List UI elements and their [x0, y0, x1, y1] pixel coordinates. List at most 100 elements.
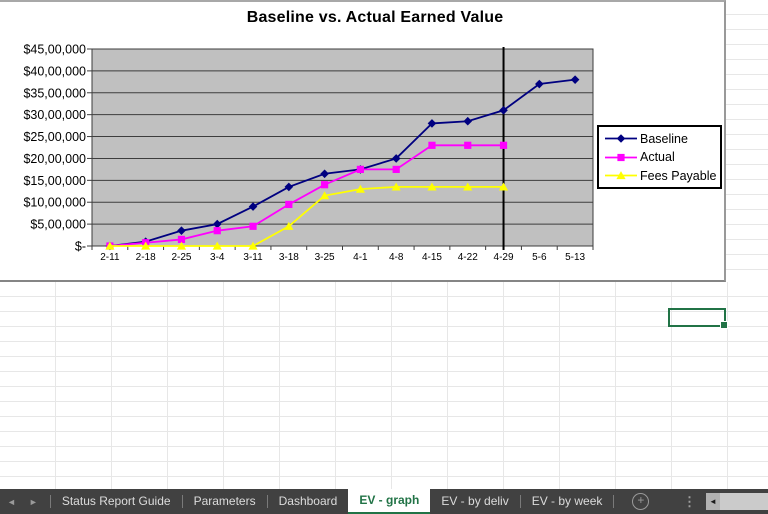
data-point-diamond [284, 182, 294, 192]
spreadsheet-grid-right[interactable] [726, 0, 768, 283]
x-axis-label: 3-25 [315, 252, 335, 263]
data-point-diamond [499, 105, 508, 115]
tab-overflow-menu-icon[interactable]: ⋮ [683, 493, 696, 509]
y-axis-label: $5,00,000 [30, 218, 86, 232]
series-line [109, 144, 504, 247]
scrollbar-track[interactable] [720, 493, 768, 510]
y-axis-label: $45,00,000 [23, 43, 86, 57]
data-point-square [617, 153, 625, 161]
data-point-square [499, 141, 508, 149]
x-axis-label: 3-11 [243, 252, 263, 263]
legend-marker-icon [605, 134, 637, 143]
data-point-diamond [391, 154, 401, 163]
legend-label: Actual [640, 150, 675, 164]
legend-entry-fees-payable: Fees Payable [605, 169, 720, 183]
tab-separator [519, 495, 521, 508]
data-point-square [428, 141, 436, 149]
legend-entry-actual: Actual [605, 150, 720, 164]
x-axis-label: 3-18 [279, 252, 299, 263]
series-line [109, 185, 504, 247]
chart-legend[interactable]: Baseline Actual Fees Payable [597, 125, 722, 189]
series-line [109, 78, 576, 247]
y-axis-label: $20,00,000 [23, 152, 86, 166]
tab-strip: Status Report Guide Parameters Dashboard EV… [49, 489, 615, 514]
tab-separator [266, 495, 268, 508]
x-axis-label: 4-1 [353, 252, 368, 263]
scroll-left-icon: ◄ [709, 497, 717, 506]
data-point-triangle [498, 182, 509, 191]
sheet-tab-dashboard[interactable]: Dashboard [278, 494, 338, 508]
chart-title: Baseline vs. Actual Earned Value [246, 9, 504, 26]
sheet-nav-arrows: ◄ ► [0, 489, 50, 514]
data-point-square [249, 222, 257, 230]
x-axis-label: 4-22 [458, 252, 478, 263]
x-axis-label: 2-11 [100, 252, 120, 263]
data-point-diamond [212, 219, 222, 229]
y-axis-label: $35,00,000 [23, 86, 86, 100]
data-point-diamond [177, 226, 186, 235]
sheet-tab-ev-by-deliv[interactable]: EV - by deliv [441, 494, 509, 508]
legend-label: Fees Payable [640, 168, 717, 183]
plot-area [91, 48, 594, 247]
data-point-square [177, 235, 186, 244]
spreadsheet-grid-below-chart[interactable] [0, 282, 768, 489]
scroll-left-button[interactable]: ◄ [706, 493, 720, 510]
selected-cell[interactable] [668, 308, 728, 329]
chart-canvas: $- $5,00,000 $10,00,000 $15,00,000 $20,00,00… [23, 43, 594, 263]
new-sheet-button[interactable]: + [632, 493, 650, 510]
sheet-tab-ev-by-week[interactable]: EV - by week [531, 494, 603, 508]
series-fees-payable [105, 182, 509, 250]
sheet-tab-bar: ◄ ► Status Report Guide Parameters Dashboa… [0, 489, 768, 514]
data-point-diamond [535, 79, 544, 89]
data-point-square [213, 227, 221, 235]
plus-icon: + [637, 493, 645, 507]
x-axis-label: 4-15 [422, 252, 442, 263]
sheet-nav-right-icon[interactable]: ► [28, 496, 38, 507]
data-point-triangle [391, 182, 401, 191]
sheet-tab-status-report-guide[interactable]: Status Report Guide [61, 494, 171, 508]
legend-marker-icon [605, 171, 637, 180]
data-point-square [356, 165, 364, 173]
y-axis-label: $15,00,000 [23, 174, 86, 188]
data-point-triangle [284, 221, 294, 230]
x-axis-label: 5-6 [532, 252, 547, 263]
data-point-square [321, 181, 329, 189]
data-point-square [285, 200, 293, 209]
data-point-triangle [248, 241, 258, 250]
data-point-triangle [427, 182, 437, 191]
x-axis-label: 2-18 [136, 252, 156, 263]
chart-object[interactable]: Baseline vs. Actual Earned Value $- $5,00… [0, 0, 726, 282]
tab-separator [613, 495, 615, 508]
y-axis-label: $- [75, 240, 86, 254]
legend-entry-baseline: Baseline [605, 132, 720, 146]
sheet-nav-left-icon[interactable]: ◄ [7, 496, 16, 507]
data-point-triangle [355, 184, 365, 193]
data-point-diamond [570, 75, 580, 84]
data-point-triangle [176, 241, 187, 250]
x-axis-label: 4-29 [494, 252, 514, 263]
horizontal-scrollbar: ◄ [706, 493, 768, 510]
x-axis-label: 3-4 [210, 252, 225, 263]
fill-handle[interactable] [720, 321, 728, 329]
data-point-diamond [248, 202, 258, 211]
data-point-triangle [616, 171, 626, 180]
x-axis-label: 4-8 [389, 252, 404, 263]
data-point-triangle [141, 241, 151, 250]
data-point-square [464, 141, 472, 149]
data-point-diamond [427, 119, 437, 128]
y-axis-label: $25,00,000 [23, 130, 86, 144]
legend-label: Baseline [640, 131, 688, 146]
data-point-diamond [463, 116, 473, 126]
tab-separator [181, 495, 183, 508]
legend-marker-icon [605, 153, 637, 161]
x-axis-label: 5-13 [565, 252, 585, 263]
data-point-square [392, 165, 400, 173]
sheet-tab-parameters[interactable]: Parameters [193, 494, 256, 508]
tab-separator [49, 495, 51, 508]
y-axis-label: $30,00,000 [23, 108, 86, 122]
y-axis-label: $40,00,000 [23, 64, 86, 78]
data-point-triangle [212, 241, 222, 250]
sheet-tab-ev-graph[interactable]: EV - graph [348, 489, 431, 514]
y-axis-label: $10,00,000 [23, 196, 86, 210]
data-point-triangle [105, 241, 115, 250]
